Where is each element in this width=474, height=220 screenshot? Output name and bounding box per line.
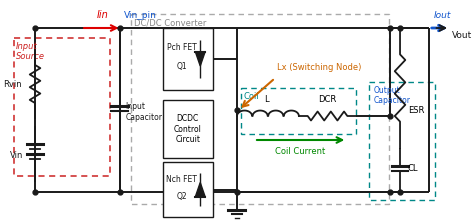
- Bar: [14, 38, 110, 176]
- Polygon shape: [195, 52, 205, 66]
- Polygon shape: [195, 183, 205, 196]
- Text: Lx (Switching Node): Lx (Switching Node): [277, 63, 362, 72]
- Text: Nch FET: Nch FET: [166, 175, 197, 184]
- Text: Q1: Q1: [176, 62, 187, 71]
- Text: Pch FET: Pch FET: [167, 43, 197, 52]
- Text: DC/DC Converter: DC/DC Converter: [134, 18, 206, 27]
- Bar: [163, 100, 213, 158]
- Bar: [241, 88, 356, 134]
- Text: Vin_pin: Vin_pin: [124, 11, 157, 20]
- Text: ESR: ESR: [408, 106, 424, 114]
- Text: DCR: DCR: [318, 95, 336, 104]
- Text: Rvin: Rvin: [3, 79, 22, 88]
- Text: Input
Source: Input Source: [16, 42, 45, 61]
- Text: Input
Capacitor: Input Capacitor: [125, 102, 162, 122]
- Bar: [131, 14, 389, 204]
- Text: Coil: Coil: [244, 92, 259, 101]
- Text: Vin: Vin: [10, 150, 24, 160]
- Text: Iin: Iin: [96, 10, 108, 20]
- Text: L: L: [264, 95, 269, 104]
- Text: Output
Capacitor: Output Capacitor: [373, 86, 410, 105]
- Text: Coil Current: Coil Current: [275, 147, 325, 156]
- Text: DCDC
Control
Circuit: DCDC Control Circuit: [174, 114, 202, 144]
- Bar: [369, 82, 435, 200]
- Text: Q2: Q2: [176, 192, 187, 201]
- Bar: [163, 162, 213, 217]
- Text: Iout: Iout: [434, 11, 451, 20]
- Text: Vout: Vout: [452, 31, 472, 40]
- Text: CL: CL: [408, 163, 418, 172]
- Bar: [163, 28, 213, 90]
